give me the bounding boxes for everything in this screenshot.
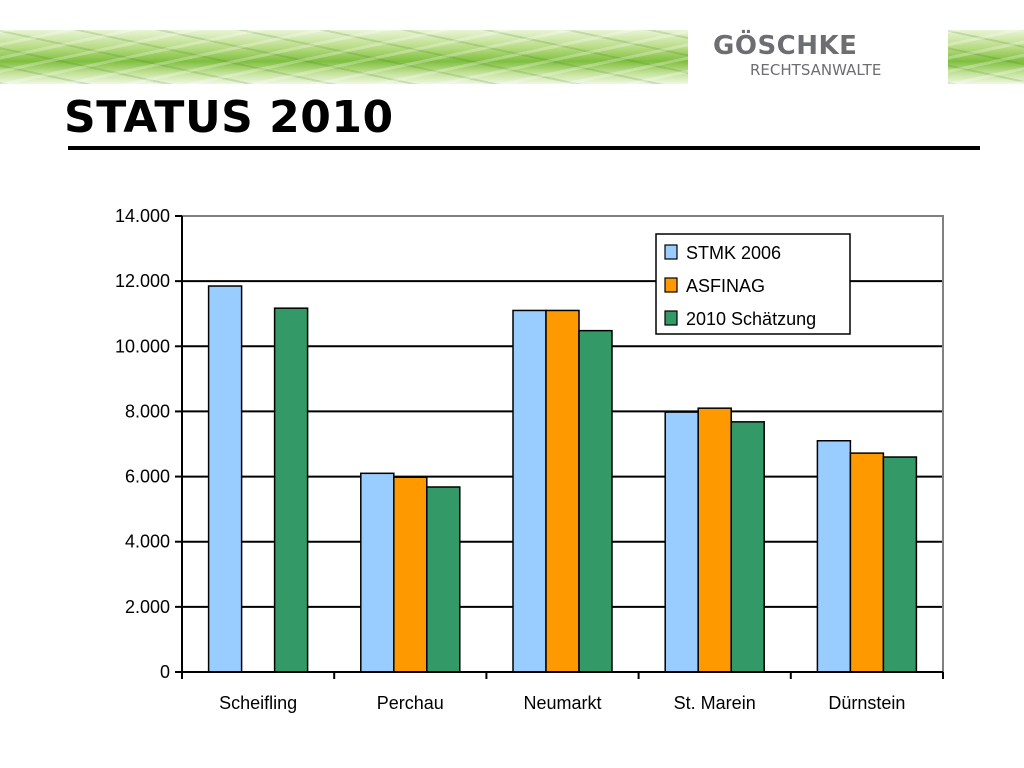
x-tick-label: St. Marein xyxy=(674,693,756,713)
bar xyxy=(426,486,461,673)
y-tick-label: 10.000 xyxy=(115,336,170,356)
title-underline xyxy=(68,146,980,150)
bar xyxy=(360,472,395,673)
legend-box xyxy=(655,233,851,335)
y-tick-label: 4.000 xyxy=(125,532,170,552)
logo-subtitle: RECHTSANWALTE xyxy=(750,61,882,79)
legend-swatch xyxy=(664,310,678,326)
grass-banner-left xyxy=(0,30,688,84)
bar xyxy=(273,307,309,673)
y-tick-label: 0 xyxy=(160,662,170,682)
bar xyxy=(882,456,918,673)
logo: GÖSCHKE RECHTSANWALTE xyxy=(688,30,948,84)
bar xyxy=(512,309,547,673)
bar xyxy=(816,439,852,673)
header-banner: GÖSCHKE RECHTSANWALTE xyxy=(0,30,1024,84)
logo-name: GÖSCHKE xyxy=(713,31,858,61)
x-tick-label: Scheifling xyxy=(219,693,297,713)
y-tick-label: 12.000 xyxy=(115,271,170,291)
x-tick-label: Perchau xyxy=(377,693,444,713)
bar xyxy=(730,421,765,673)
legend-swatch xyxy=(664,277,678,293)
bar xyxy=(545,309,580,673)
bar xyxy=(697,407,732,673)
bar xyxy=(664,411,699,673)
y-tick-label: 6.000 xyxy=(125,467,170,487)
bar xyxy=(393,476,428,673)
x-tick-label: Dürnstein xyxy=(828,693,905,713)
legend-label: STMK 2006 xyxy=(686,243,781,263)
y-tick-label: 2.000 xyxy=(125,597,170,617)
bar xyxy=(207,285,243,673)
legend-label: 2010 Schätzung xyxy=(686,309,816,329)
x-tick-label: Neumarkt xyxy=(523,693,601,713)
bar xyxy=(578,329,613,673)
bar xyxy=(849,452,885,673)
grass-banner-right xyxy=(948,30,1024,84)
legend-swatch xyxy=(664,244,678,260)
legend-label: ASFINAG xyxy=(686,276,765,296)
y-tick-label: 8.000 xyxy=(125,401,170,421)
y-tick-label: 14.000 xyxy=(115,206,170,226)
slide-title: STATUS 2010 xyxy=(64,92,394,143)
